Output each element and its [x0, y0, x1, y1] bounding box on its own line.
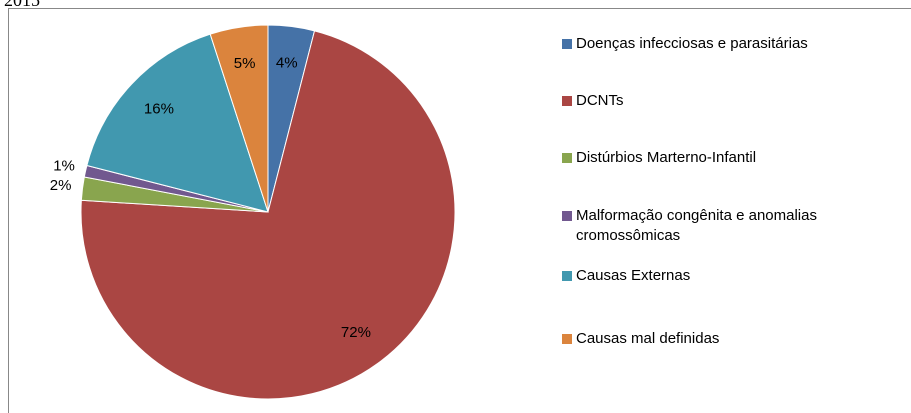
legend-swatch [562, 39, 572, 49]
legend-label: Doenças infecciosas e parasitárias [576, 35, 808, 52]
legend-item: Causas mal definidas [562, 329, 866, 349]
legend-label: Malformação congênita e anomalias cromos… [576, 207, 817, 244]
legend-item: Malformação congênita e anomalias cromos… [562, 206, 866, 246]
legend-item: Causas Externas [562, 266, 866, 286]
legend-item: Distúrbios Marterno-Infantil [562, 148, 866, 168]
legend-swatch [562, 153, 572, 163]
data-label: 16% [144, 101, 174, 118]
legend-swatch [562, 271, 572, 281]
data-label: 2% [50, 177, 72, 194]
legend-item: Doenças infecciosas e parasitárias [562, 34, 866, 54]
pie-slice [80, 30, 456, 400]
legend-label: Distúrbios Marterno-Infantil [576, 149, 757, 166]
pie-slice [209, 24, 269, 213]
pie: 4% 72% 2% 1% 16% 5% [50, 24, 456, 400]
legend-swatch [562, 211, 572, 221]
data-label: 1% [53, 157, 75, 174]
legend-item: DCNTs [562, 91, 866, 111]
legend-label: Causas Externas [576, 267, 691, 284]
data-label: 5% [234, 55, 256, 72]
legend-label: Causas mal definidas [576, 330, 720, 347]
legend-swatch [562, 334, 572, 344]
legend-swatch [562, 96, 572, 106]
chart-title: 2015 [4, 0, 40, 10]
legend-label: DCNTs [576, 92, 624, 109]
pie-slice [86, 33, 269, 213]
chart-frame [8, 8, 911, 413]
data-label: 4% [276, 55, 298, 72]
data-label: 72% [341, 324, 371, 341]
